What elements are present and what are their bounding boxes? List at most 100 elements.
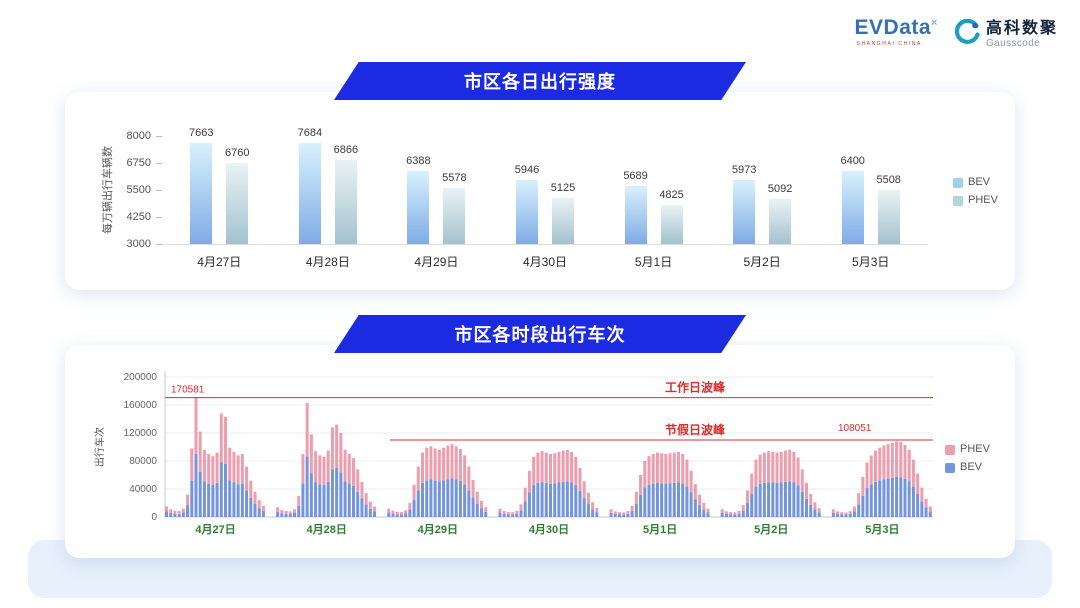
bar-phev — [523, 487, 527, 502]
bar-phev — [693, 484, 697, 500]
bar-phev — [754, 459, 758, 487]
bar-bev — [609, 512, 613, 517]
bar-bev — [165, 511, 168, 518]
bar-phev — [877, 189, 900, 244]
bar-phev — [878, 447, 882, 481]
y-axis-title: 出行车次 — [93, 427, 106, 467]
bar-bev — [318, 484, 322, 517]
daily-intensity-chart: 每万辆出行车辆数 3000 4250 5500 6750 8000 7663 6760 4月27… — [65, 92, 1015, 290]
workday-peak-value: 170581 — [171, 385, 205, 396]
bar-phev — [190, 448, 194, 481]
legend-swatch-bev — [953, 178, 963, 188]
bar-value-bev: 6400 — [840, 154, 865, 167]
bar-bev — [502, 513, 506, 517]
bar-bev — [232, 482, 236, 517]
bar-phev — [540, 451, 544, 483]
y-tick-label: 120000 — [124, 428, 158, 439]
bar-bev — [557, 482, 561, 517]
bar-bev — [540, 482, 544, 517]
bar-bev — [762, 482, 766, 517]
bar-bev — [339, 472, 343, 517]
bar-phev — [226, 162, 249, 244]
bar-phev — [733, 512, 737, 515]
bar-phev — [792, 451, 796, 483]
legend-label-bev: BEV — [968, 176, 991, 188]
bar-bev — [800, 491, 804, 517]
bar-bev — [408, 509, 412, 517]
bar-phev — [194, 397, 198, 454]
bar-bev — [395, 514, 399, 517]
bar-bev — [364, 504, 368, 517]
bar-bev — [582, 498, 586, 517]
bar-bev — [878, 480, 882, 517]
bar-bev — [429, 479, 433, 517]
bar-value-bev: 7663 — [189, 127, 214, 140]
x-tick-label: 5月3日 — [852, 255, 890, 269]
bar-bev — [813, 509, 817, 517]
bar-phev — [536, 452, 540, 483]
y-tick-mark — [156, 244, 162, 245]
bar-bev — [857, 504, 861, 517]
bar-phev — [586, 492, 590, 505]
bar-bev — [672, 482, 676, 517]
bar-phev — [549, 454, 552, 484]
bar-bev — [467, 490, 471, 517]
bar-phev — [335, 424, 339, 469]
bar-phev — [471, 479, 475, 498]
x-tick-label: 4月28日 — [307, 523, 347, 536]
bar-bev — [865, 488, 869, 517]
legend-label-phev: PHEV — [960, 443, 990, 455]
bar-phev — [848, 511, 852, 514]
chart1-title: 市区各日出行强度 — [464, 72, 616, 92]
bar-bev — [561, 481, 565, 517]
bar-phev — [578, 468, 582, 492]
bar-phev — [651, 454, 655, 484]
gausscode-logo-text: 高科数聚 Gausscode — [986, 14, 1058, 49]
bar-phev — [339, 433, 343, 473]
bar-bev — [869, 484, 873, 517]
bar-phev — [869, 455, 873, 485]
bar-phev — [681, 454, 685, 484]
bar-bev — [224, 463, 227, 517]
bar-phev — [643, 461, 647, 488]
bar-phev — [565, 449, 569, 482]
y-tick-mark — [156, 163, 162, 164]
bar-phev — [899, 442, 903, 478]
bar-phev — [857, 493, 861, 505]
bar-phev — [309, 434, 313, 474]
bar-bev — [480, 508, 483, 517]
bar-bev — [729, 514, 733, 517]
bar-phev — [181, 508, 185, 513]
bar-bev — [920, 501, 924, 517]
bar-phev — [391, 510, 395, 514]
bar-phev — [519, 504, 523, 511]
bar-phev — [364, 493, 368, 505]
bar-phev — [750, 473, 754, 494]
bar-phev — [861, 477, 865, 496]
bar-phev — [920, 487, 924, 502]
legend-label-phev: PHEV — [968, 194, 998, 206]
bar-bev — [570, 482, 574, 517]
bar-phev — [480, 500, 483, 509]
bar-bev — [693, 499, 697, 517]
bar-phev — [437, 449, 441, 482]
bar-phev — [916, 473, 920, 494]
bar-bev — [578, 491, 582, 517]
bar-bev — [924, 507, 928, 517]
bar-phev — [895, 441, 899, 477]
bar-phev — [882, 445, 886, 480]
bar-bev — [809, 504, 813, 517]
bar-bev — [498, 512, 502, 517]
bar-value-phev: 5125 — [550, 182, 576, 195]
bar-phev — [527, 470, 531, 493]
bar-phev — [660, 453, 664, 484]
bar-phev — [622, 512, 626, 515]
bar-phev — [228, 447, 232, 481]
bar-phev — [245, 466, 249, 491]
bar-phev — [458, 449, 462, 482]
bar-phev — [852, 506, 856, 512]
bar-bev — [655, 482, 659, 517]
gausscode-logo: 高科数聚 Gausscode — [954, 14, 1058, 49]
bar-bev — [882, 479, 886, 517]
bar-phev — [442, 447, 446, 481]
